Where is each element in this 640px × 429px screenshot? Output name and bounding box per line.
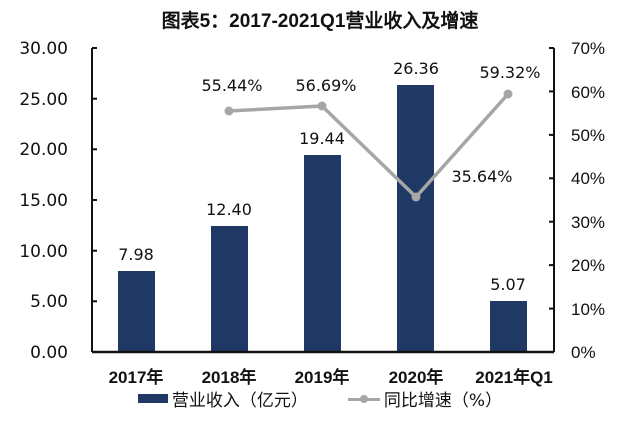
right-axis: 70% 60% 50% 40% 30% 20% 10% 0% bbox=[549, 39, 605, 362]
category-label: 2021年Q1 bbox=[475, 367, 553, 387]
category-label: 2020年 bbox=[389, 367, 444, 387]
bar-2021q1 bbox=[490, 301, 527, 352]
category-label: 2018年 bbox=[202, 367, 257, 387]
bar-label: 19.44 bbox=[299, 129, 345, 148]
right-tick-label: 60% bbox=[571, 83, 605, 102]
right-tick-label: 30% bbox=[571, 213, 605, 232]
bar-label: 26.36 bbox=[393, 59, 439, 78]
bar-2017 bbox=[118, 271, 155, 352]
left-tick-label: 5.00 bbox=[30, 292, 68, 312]
right-tick-label: 40% bbox=[571, 169, 605, 188]
chart-title: 图表5：2017-2021Q1营业收入及增速 bbox=[161, 11, 479, 32]
line-point bbox=[503, 89, 513, 99]
line-point bbox=[224, 106, 234, 116]
bar-2019 bbox=[304, 155, 341, 352]
legend-label: 同比增速（%） bbox=[383, 391, 503, 411]
left-tick-label: 30.00 bbox=[19, 39, 68, 59]
line-point bbox=[411, 192, 421, 202]
bar-2018 bbox=[211, 226, 248, 352]
legend-label: 营业收入（亿元） bbox=[171, 391, 308, 411]
bar-series bbox=[118, 85, 527, 352]
right-tick-label: 50% bbox=[571, 126, 605, 145]
legend: 营业收入（亿元） 同比增速（%） bbox=[0, 386, 640, 411]
bar-label: 7.98 bbox=[118, 245, 154, 264]
right-tick-label: 10% bbox=[571, 300, 605, 319]
line-point bbox=[317, 101, 327, 111]
left-tick-label: 0.00 bbox=[30, 343, 68, 363]
right-tick-label: 0% bbox=[571, 343, 596, 362]
bar-swatch-icon bbox=[137, 394, 168, 403]
bar-2020 bbox=[397, 85, 434, 352]
legend-item-growth: 同比增速（%） bbox=[347, 386, 503, 411]
line-label: 56.69% bbox=[295, 76, 356, 95]
category-label: 2017年 bbox=[109, 367, 164, 387]
bar-label: 5.07 bbox=[490, 275, 526, 294]
right-tick-label: 70% bbox=[571, 39, 605, 58]
line-label: 59.32% bbox=[479, 63, 540, 82]
line-label: 55.44% bbox=[201, 76, 262, 95]
right-tick-label: 20% bbox=[571, 256, 605, 275]
left-axis: 30.00 25.00 20.00 15.00 10.00 5.00 0.00 bbox=[19, 39, 97, 363]
line-marker-swatch-icon bbox=[347, 394, 380, 404]
bar-label: 12.40 bbox=[206, 200, 252, 219]
left-tick-label: 15.00 bbox=[19, 191, 68, 211]
line-series bbox=[224, 89, 513, 202]
category-label: 2019年 bbox=[295, 367, 350, 387]
left-tick-label: 20.00 bbox=[19, 140, 68, 160]
left-tick-label: 10.00 bbox=[19, 242, 68, 262]
legend-item-revenue: 营业收入（亿元） bbox=[137, 386, 308, 411]
left-tick-label: 25.00 bbox=[19, 90, 68, 110]
line-label: 35.64% bbox=[451, 167, 512, 186]
